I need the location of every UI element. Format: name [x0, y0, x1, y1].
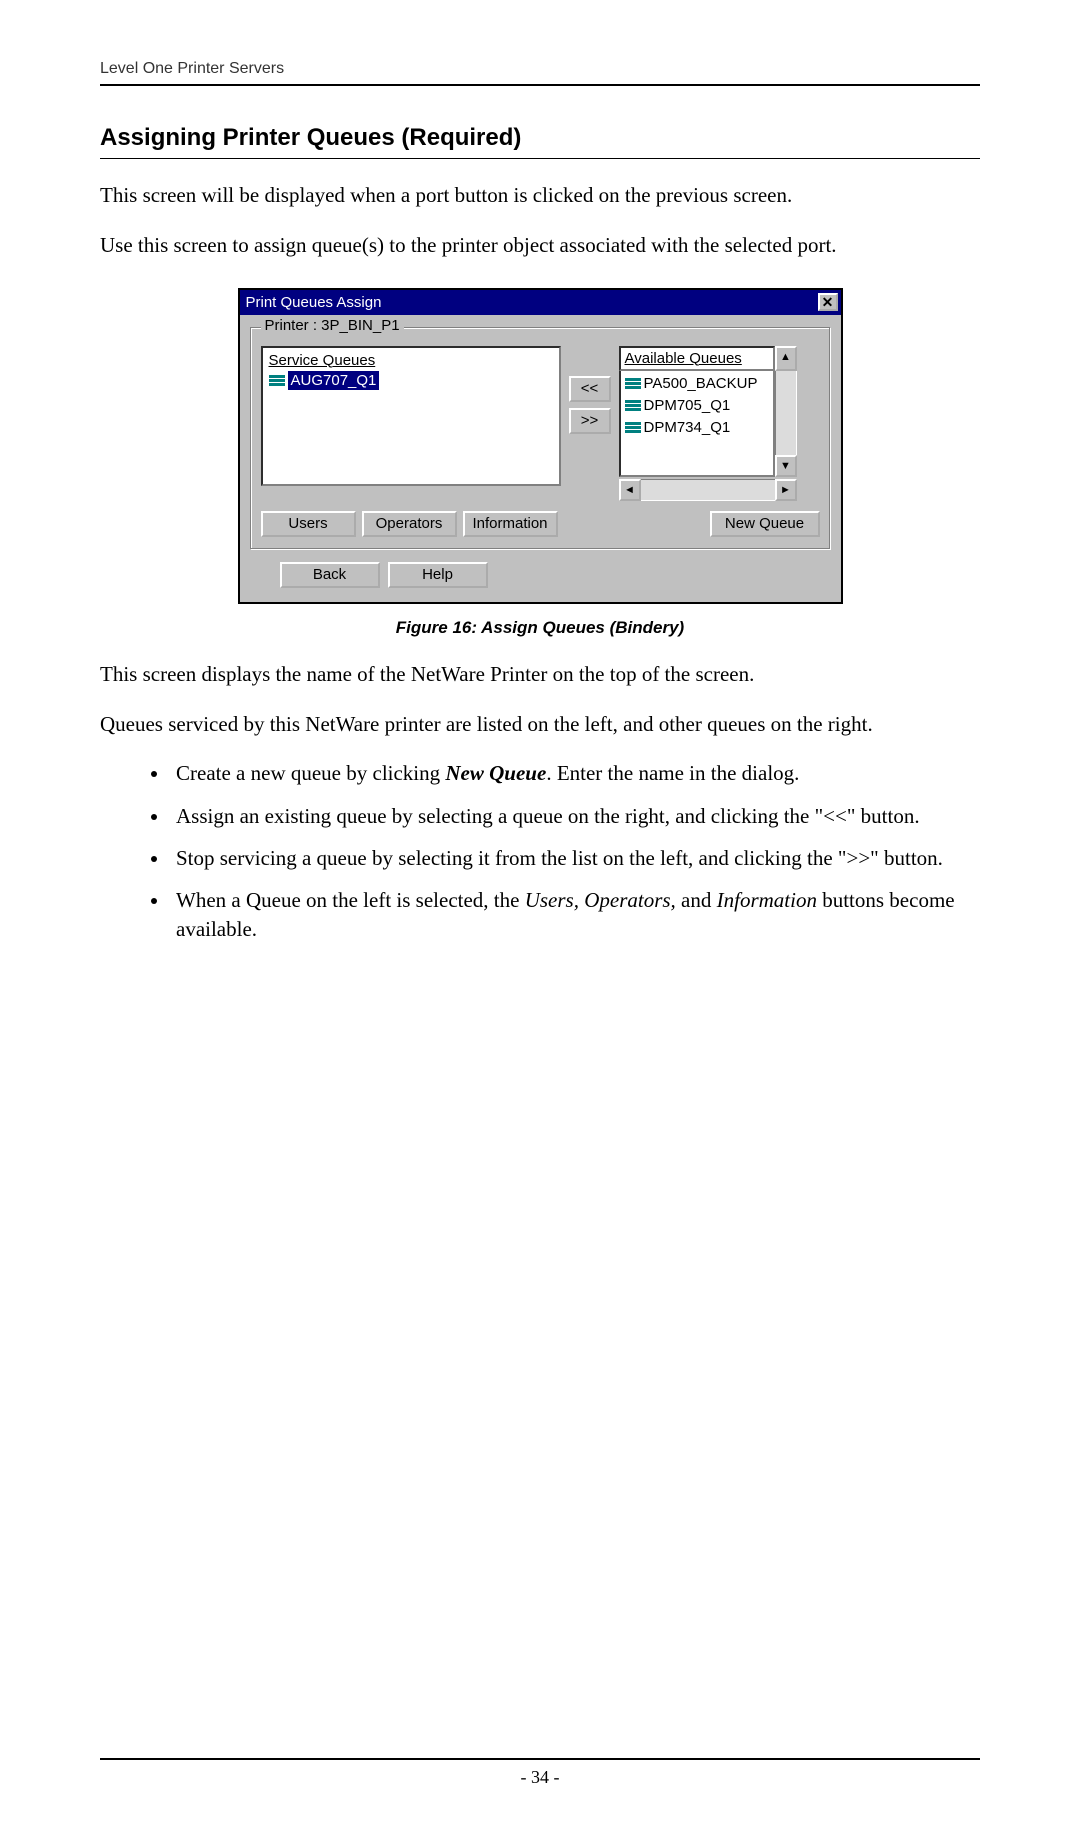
horizontal-scrollbar[interactable]: ◄ ► [619, 479, 797, 501]
dialog-title: Print Queues Assign [246, 290, 382, 315]
close-icon[interactable]: ✕ [818, 293, 838, 311]
available-queues-listbox[interactable]: PA500_BACKUP DPM705_Q1 DPM734_Q1 [619, 371, 775, 477]
section-title: Assigning Printer Queues (Required) [100, 124, 980, 159]
intro-paragraph-1: This screen will be displayed when a por… [100, 181, 980, 209]
scroll-right-icon[interactable]: ► [775, 479, 797, 501]
list-item: Create a new queue by clicking New Queue… [170, 759, 980, 787]
queue-icon [625, 400, 641, 412]
printer-groupbox: Printer : 3P_BIN_P1 Service Queues AUG70… [250, 327, 831, 550]
queue-icon [269, 375, 285, 387]
columns: Service Queues AUG707_Q1 << >> Available [261, 346, 820, 501]
service-queues-listbox[interactable]: Service Queues AUG707_Q1 [261, 346, 561, 486]
dialog-body: Printer : 3P_BIN_P1 Service Queues AUG70… [240, 315, 841, 602]
service-queue-item[interactable]: AUG707_Q1 [288, 371, 380, 390]
page-number: - 34 - [0, 1767, 1080, 1788]
queue-icon [625, 378, 641, 390]
information-button[interactable]: Information [463, 511, 558, 537]
scroll-left-icon[interactable]: ◄ [619, 479, 641, 501]
list-item[interactable]: PA500_BACKUP [625, 375, 769, 392]
back-button[interactable]: Back [280, 562, 380, 588]
groupbox-legend: Printer : 3P_BIN_P1 [261, 317, 404, 334]
group-button-row: Users Operators Information New Queue [261, 511, 820, 537]
new-queue-button[interactable]: New Queue [710, 511, 820, 537]
figure-caption: Figure 16: Assign Queues (Bindery) [100, 618, 980, 638]
figure-container: Print Queues Assign ✕ Printer : 3P_BIN_P… [100, 288, 980, 638]
help-button[interactable]: Help [388, 562, 488, 588]
vertical-scrollbar[interactable]: ▼ [775, 371, 797, 477]
dialog-bottom-row: Back Help [250, 562, 831, 588]
available-column: Available Queues ▲ PA500_BACKUP DPM705_Q… [619, 346, 797, 501]
print-queues-assign-dialog: Print Queues Assign ✕ Printer : 3P_BIN_P… [238, 288, 843, 604]
list-item: Assign an existing queue by selecting a … [170, 802, 980, 830]
body-paragraph-4: Queues serviced by this NetWare printer … [100, 710, 980, 738]
service-queues-label: Service Queues [269, 352, 553, 369]
queue-icon [625, 422, 641, 434]
bullet-list: Create a new queue by clicking New Queue… [100, 759, 980, 943]
footer-rule [100, 1758, 980, 1760]
list-item[interactable]: AUG707_Q1 [269, 371, 553, 390]
operators-button[interactable]: Operators [362, 511, 457, 537]
body-paragraph-3: This screen displays the name of the Net… [100, 660, 980, 688]
scroll-up-icon[interactable]: ▲ [775, 346, 797, 371]
move-left-button[interactable]: << [569, 376, 611, 402]
move-right-button[interactable]: >> [569, 408, 611, 434]
list-item: When a Queue on the left is selected, th… [170, 886, 980, 943]
transfer-buttons: << >> [569, 376, 611, 434]
list-item[interactable]: DPM705_Q1 [625, 397, 769, 414]
running-header: Level One Printer Servers [100, 60, 980, 86]
scroll-down-icon[interactable]: ▼ [775, 455, 797, 477]
available-queues-label: Available Queues [619, 346, 775, 371]
page: Level One Printer Servers Assigning Prin… [0, 0, 1080, 1822]
list-item: Stop servicing a queue by selecting it f… [170, 844, 980, 872]
intro-paragraph-2: Use this screen to assign queue(s) to th… [100, 231, 980, 259]
users-button[interactable]: Users [261, 511, 356, 537]
dialog-titlebar: Print Queues Assign ✕ [240, 290, 841, 315]
list-item[interactable]: DPM734_Q1 [625, 419, 769, 436]
